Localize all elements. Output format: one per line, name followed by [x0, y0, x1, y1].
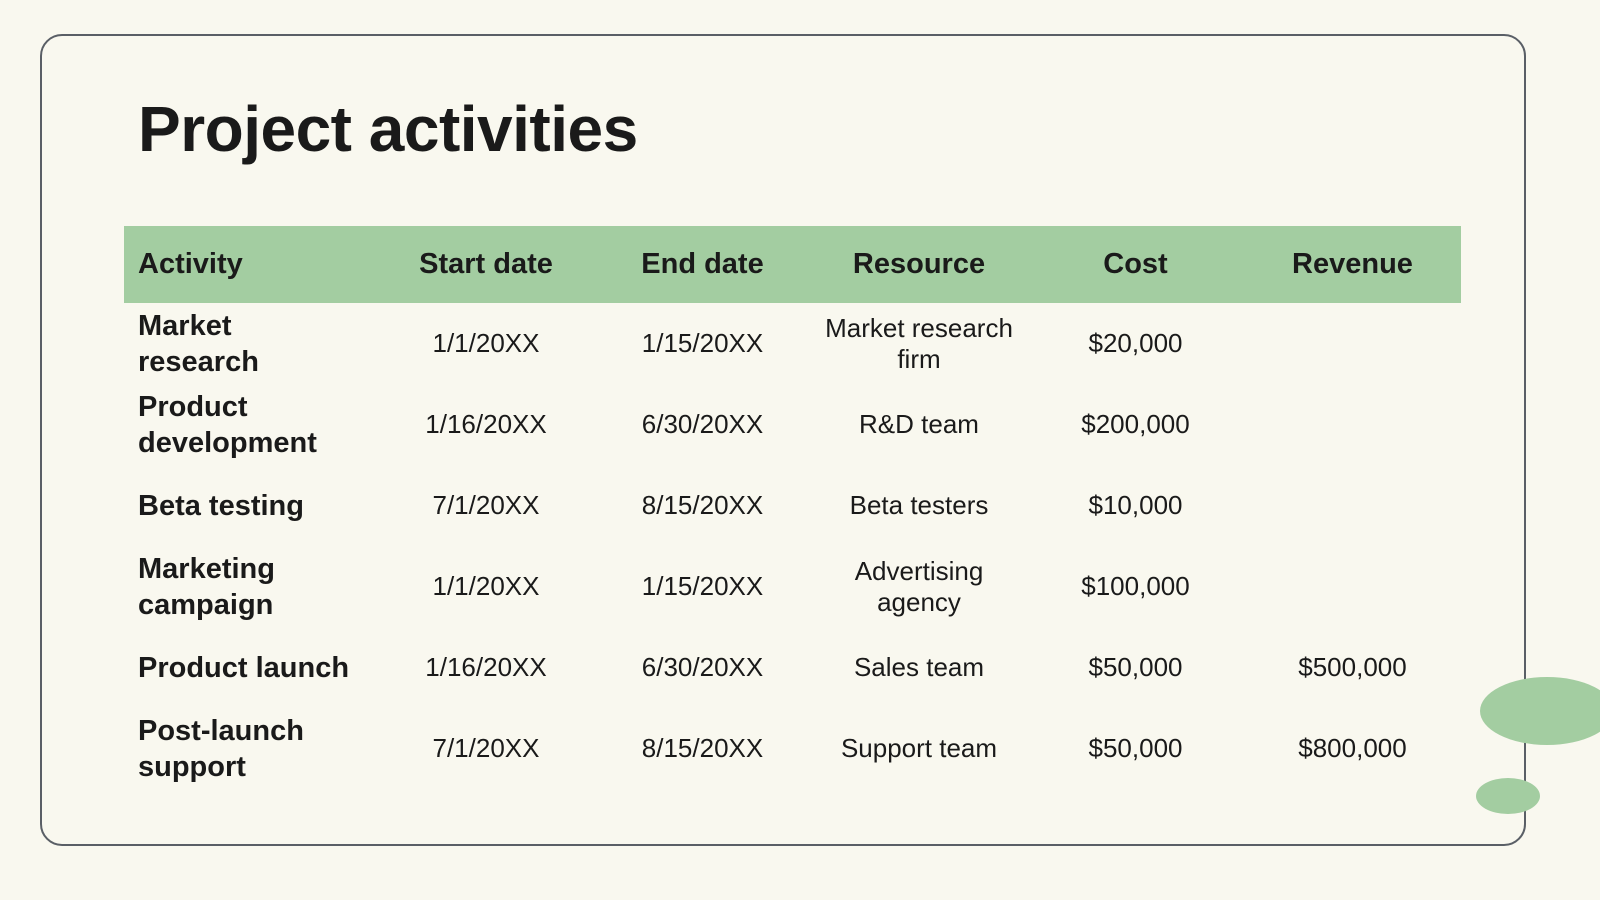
table-row: Product launch 1/16/20XX 6/30/20XX Sales te…	[124, 627, 1461, 708]
cell: 7/1/20XX	[432, 490, 540, 520]
cell: $20,000	[1088, 328, 1183, 358]
blob	[1476, 778, 1540, 814]
cell	[1244, 384, 1461, 465]
cell: Beta testers	[849, 490, 989, 520]
cell: $50,000	[1088, 652, 1183, 682]
cell: Sales team	[853, 652, 985, 682]
column-header: Start date	[378, 226, 594, 303]
cell	[1244, 465, 1461, 546]
cell: 6/30/20XX	[641, 409, 764, 439]
cell: 8/15/20XX	[641, 733, 764, 763]
table-row: Beta testing 7/1/20XX 8/15/20XX Beta tester…	[124, 465, 1461, 546]
activity-table: Activity Start date End date Resource Cost Re…	[124, 226, 1461, 789]
card-frame	[40, 34, 1526, 846]
column-header: Resource	[811, 226, 1027, 303]
blob	[1480, 677, 1600, 745]
column-header: Activity	[124, 226, 378, 303]
table-body: Market research 1/1/20XX 1/15/20XX Market r…	[124, 303, 1461, 789]
cell: 1/16/20XX	[425, 409, 547, 439]
cell: $500,000	[1298, 652, 1407, 682]
cell: 1/1/20XX	[432, 571, 540, 601]
cell: Advertising agency	[854, 555, 984, 617]
cell: Market research firm	[825, 312, 1013, 374]
header-row: Activity Start date End date Resource Cost Re…	[124, 226, 1461, 303]
column-header: Revenue	[1244, 226, 1461, 303]
table-row: Product development 1/16/20XX 6/30/20XX R&D…	[124, 384, 1461, 465]
activity-cell: Product development	[138, 390, 317, 459]
title: Project activities	[138, 93, 638, 165]
column-header: End date	[594, 226, 811, 303]
table-row: Market research 1/1/20XX 1/15/20XX Market r…	[124, 303, 1461, 384]
activity-cell: Beta testing	[138, 489, 304, 522]
cell: 8/15/20XX	[641, 490, 764, 520]
cell	[1244, 303, 1461, 384]
table-row: Marketing campaign 1/1/20XX 1/15/20XX Adver…	[124, 546, 1461, 627]
cell: 1/15/20XX	[641, 328, 764, 358]
column-header: Cost	[1027, 226, 1244, 303]
cell: 1/16/20XX	[425, 652, 547, 682]
cell: $50,000	[1088, 733, 1183, 763]
activity-cell: Market research	[138, 309, 259, 378]
cell: Support team	[840, 733, 998, 763]
activity-cell: Post-launch support	[138, 714, 304, 783]
cell: 1/1/20XX	[432, 328, 540, 358]
cell: $800,000	[1298, 733, 1407, 763]
cell: R&D team	[859, 409, 979, 439]
cell: 1/15/20XX	[641, 571, 764, 601]
cell	[1244, 546, 1461, 627]
cell: 7/1/20XX	[432, 733, 540, 763]
activity-cell: Marketing campaign	[138, 552, 275, 621]
cell: $10,000	[1088, 490, 1183, 520]
activity-cell: Product launch	[138, 651, 350, 684]
cell: $100,000	[1081, 571, 1190, 601]
cell: 6/30/20XX	[641, 652, 764, 682]
table-row: Post-launch support 7/1/20XX 8/15/20XX Supp…	[124, 708, 1461, 789]
cell: $200,000	[1081, 409, 1190, 439]
